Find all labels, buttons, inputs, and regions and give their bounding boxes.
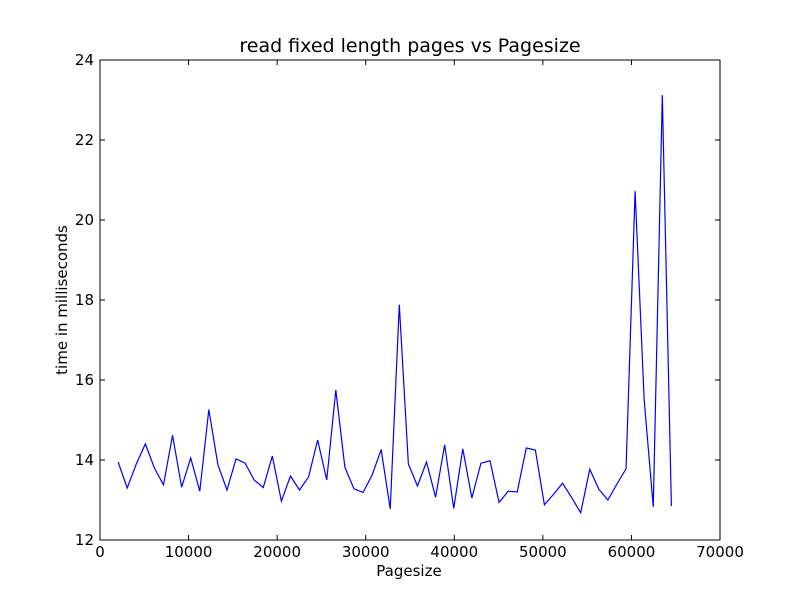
x-tick-label: 60000 [608,543,656,561]
x-tick-label: 20000 [253,543,301,561]
x-axis-label: Pagesize [376,562,441,580]
y-tick-label: 12 [75,531,94,549]
y-tick-label: 20 [75,211,94,229]
x-tick-label: 0 [95,543,105,561]
x-tick-label: 70000 [696,543,744,561]
x-tick-label: 40000 [430,543,478,561]
x-tick-label: 10000 [165,543,213,561]
y-tick-label: 14 [75,451,94,469]
y-axis-label: time in milliseconds [53,225,71,375]
y-tick-label: 24 [75,51,94,69]
series-line-0 [117,95,672,515]
x-tick-label: 30000 [342,543,390,561]
y-tick-label: 18 [75,291,94,309]
y-tick-label: 16 [75,371,94,389]
y-tick-label: 22 [75,131,94,149]
plot-area: 0 10000 20000 30000 40000 50000 60000 70000 12 14… [75,51,744,561]
x-tick-label: 50000 [519,543,567,561]
chart-title: read fixed length pages vs Pagesize [239,35,580,57]
